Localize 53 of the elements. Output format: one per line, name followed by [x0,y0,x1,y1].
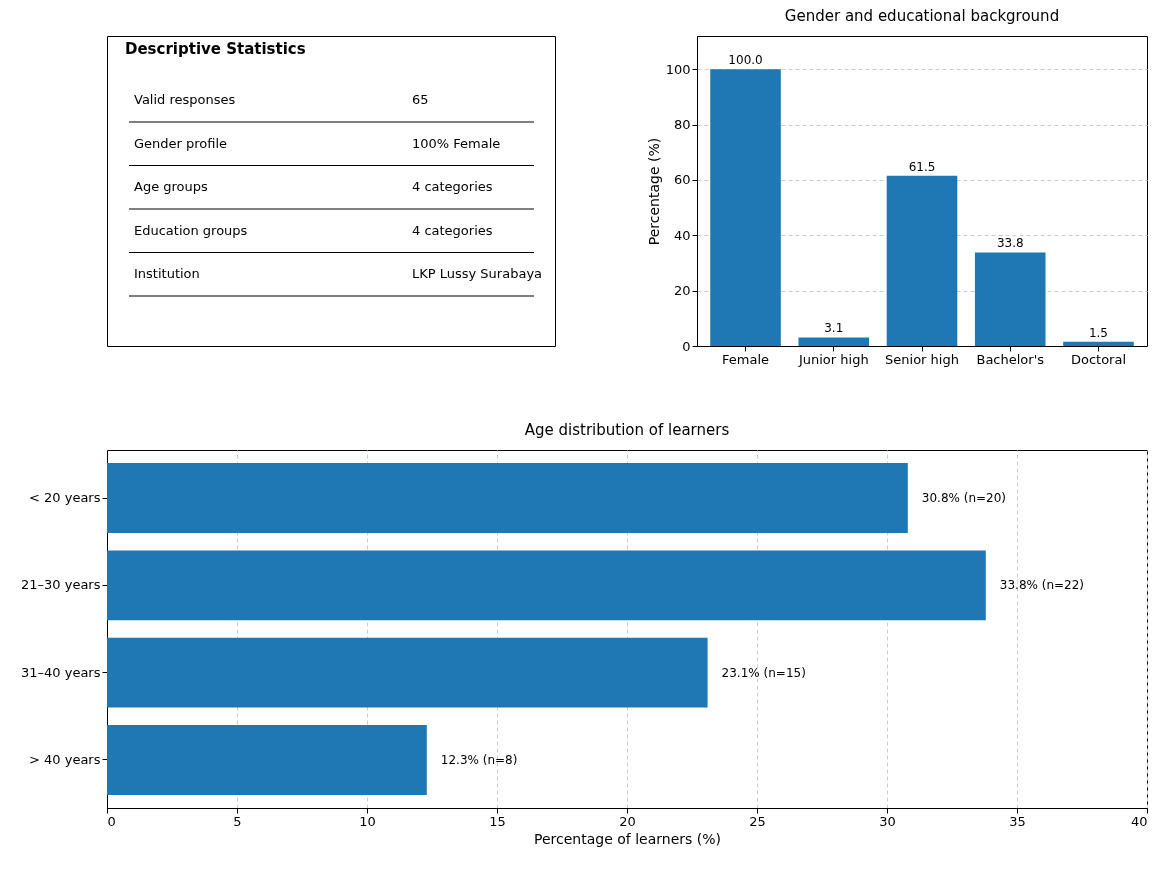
data-label: 100.0 [728,53,763,68]
y-tick-label: > 40 years [29,751,101,767]
x-tick-label: 30 [879,813,896,829]
y-tick-label: 60 [673,172,691,188]
text: 4 categories [412,222,493,238]
x-tick-label: 5 [233,813,242,829]
text: Valid responses [134,92,236,107]
bar [798,337,870,346]
y-tick-label: 100 [665,61,691,77]
x-tick-label: 40 [1130,813,1148,829]
y-tick-label: 80 [673,117,691,133]
bar [1063,341,1134,346]
x-tick-label: Bachelor's [976,351,1045,367]
data-label: 23.1% (n=15) [721,665,806,680]
data-label: 33.8 [996,236,1024,251]
chart-title: Gender and educational background [784,7,1060,25]
chart-title: Age distribution of learners [524,421,730,439]
y-tick-label: 0 [682,338,691,354]
data-label: 1.5 [1088,325,1109,340]
text: Gender profile [134,135,228,151]
x-tick-label: 10 [359,813,376,829]
bar [710,69,781,346]
data-label: 3.1 [824,321,844,336]
y-tick-label: 31–40 years [21,664,101,680]
x-tick-label: Female [722,351,770,367]
text: Education groups [134,222,248,238]
x-tick-label: Senior high [885,351,959,367]
bar [974,252,1046,346]
text: Institution [134,266,200,281]
y-tick-label: 20 [673,283,691,299]
x-tick-label: 25 [749,813,766,829]
x-tick-label: 35 [1009,813,1026,829]
bar [886,175,958,346]
y-tick-label: 40 [673,227,691,243]
data-label: 61.5 [908,159,936,174]
x-tick-label: 20 [619,813,636,829]
text: 100% Female [412,135,501,151]
x-tick-label: Doctoral [1070,351,1127,367]
text: Descriptive Statistics [125,40,306,58]
text: 65 [412,92,429,107]
y-tick-label: 21–30 years [21,577,101,593]
x-tick-label: 0 [107,813,116,829]
x-tick-label: 15 [489,813,506,829]
data-label: 30.8% (n=20) [921,491,1007,506]
x-axis-title: Percentage of learners (%) [534,830,721,847]
y-axis-title: Percentage (%) [645,137,662,246]
x-tick-label: Junior high [797,351,869,367]
data-label: 12.3% (n=8) [440,752,518,767]
text: LKP Lussy Surabaya [412,266,543,281]
text: Age groups [134,179,209,194]
y-tick-label: < 20 years [29,490,101,506]
data-label: 33.8% (n=22) [999,578,1085,593]
text: 4 categories [412,179,493,194]
